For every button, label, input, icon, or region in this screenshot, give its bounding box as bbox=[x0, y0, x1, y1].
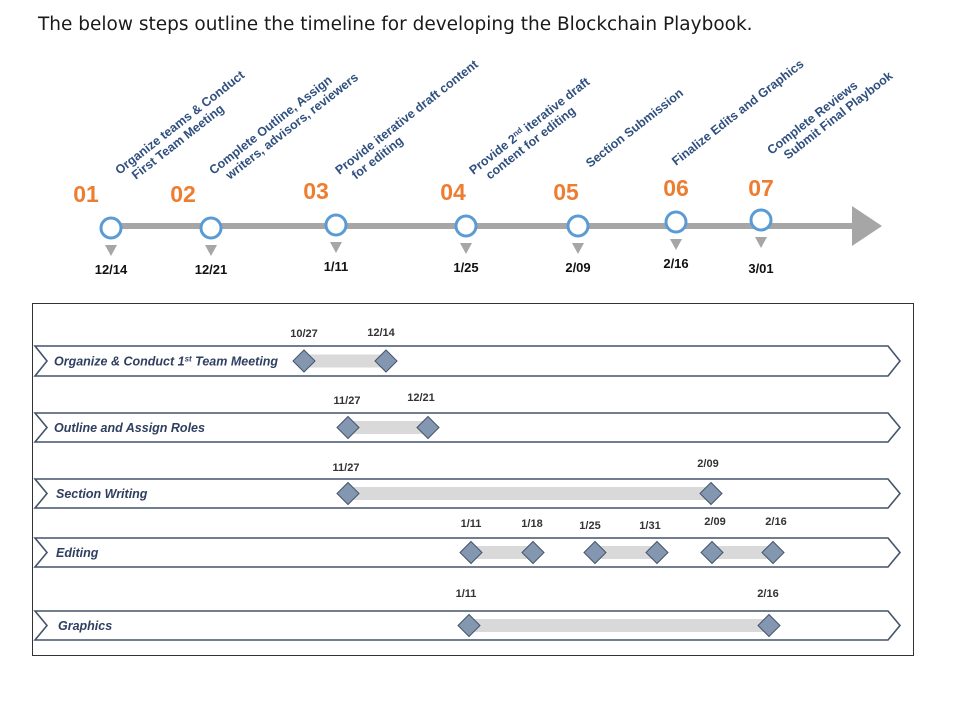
milestone-date: 2/09 bbox=[565, 260, 590, 275]
task-diamond bbox=[292, 349, 316, 373]
milestone-marker bbox=[199, 216, 223, 240]
milestone-date: 12/21 bbox=[195, 262, 228, 277]
gantt-row: Organize & Conduct 1st Team Meeting 10/27… bbox=[33, 327, 902, 377]
row-arrow bbox=[33, 412, 902, 443]
task-start-date: 11/27 bbox=[334, 395, 361, 407]
gantt-panel bbox=[32, 303, 914, 656]
milestone-marker bbox=[454, 214, 478, 238]
task-start-date: 1/11 bbox=[456, 588, 477, 600]
milestone-date: 1/25 bbox=[453, 260, 478, 275]
milestone-marker bbox=[566, 214, 590, 238]
task-start-date: 2/09 bbox=[704, 516, 725, 528]
timeline-arrowhead bbox=[852, 206, 882, 246]
task-diamond bbox=[521, 540, 545, 565]
milestone-pointer bbox=[572, 243, 584, 254]
milestone-number: 05 bbox=[553, 179, 579, 205]
row-arrow bbox=[33, 345, 902, 377]
task-diamond bbox=[459, 540, 483, 565]
milestone-pointer bbox=[105, 245, 117, 256]
task-end-date: 2/16 bbox=[757, 588, 778, 600]
milestone-pointer bbox=[755, 237, 767, 248]
gantt-rows: Organize & Conduct 1st Team Meeting 10/27… bbox=[33, 327, 902, 641]
milestone-marker bbox=[749, 208, 773, 232]
task-diamond bbox=[699, 481, 723, 506]
milestone-number: 01 bbox=[73, 181, 99, 207]
task-start-date: 1/25 bbox=[579, 520, 600, 532]
task-diamond bbox=[374, 349, 398, 373]
task-diamond bbox=[700, 540, 724, 565]
milestone-pointer bbox=[670, 239, 682, 250]
milestone-pointer bbox=[205, 245, 217, 256]
task-diamond bbox=[336, 481, 360, 506]
task-diamond bbox=[457, 613, 481, 638]
milestone-marker bbox=[99, 216, 123, 240]
task-start-date: 11/27 bbox=[333, 462, 360, 474]
task-start-date: 10/27 bbox=[290, 328, 318, 340]
milestone-date: 2/16 bbox=[663, 256, 688, 271]
milestone-date: 1/11 bbox=[324, 259, 349, 274]
task-end-date: 2/16 bbox=[765, 516, 786, 528]
milestone-number: 02 bbox=[170, 181, 196, 207]
task-diamond bbox=[757, 613, 781, 638]
task-bar bbox=[469, 619, 769, 632]
task-diamond bbox=[761, 540, 785, 565]
row-label: Graphics bbox=[58, 619, 112, 633]
task-diamond bbox=[583, 540, 607, 565]
milestone-pointer bbox=[330, 242, 342, 253]
row-label: Section Writing bbox=[56, 487, 148, 501]
task-end-date: 2/09 bbox=[697, 458, 718, 470]
task-bar bbox=[304, 354, 386, 368]
milestone-label: Provide 2nd iterative draftcontent for e… bbox=[466, 74, 601, 189]
task-bar bbox=[348, 487, 711, 500]
task-diamond bbox=[416, 415, 440, 440]
task-end-date: 1/31 bbox=[639, 520, 660, 532]
milestone-number: 04 bbox=[440, 179, 466, 205]
row-label: Organize & Conduct 1st Team Meeting bbox=[54, 354, 278, 369]
task-bar bbox=[348, 421, 428, 434]
milestone-date: 3/01 bbox=[748, 261, 773, 276]
page-title: The below steps outline the timeline for… bbox=[38, 14, 753, 35]
task-bar bbox=[595, 546, 657, 559]
task-diamond bbox=[336, 415, 360, 440]
task-diamond bbox=[645, 540, 669, 565]
milestone-number: 06 bbox=[663, 175, 689, 201]
task-end-date: 12/21 bbox=[407, 392, 435, 404]
milestone-marker bbox=[324, 213, 348, 237]
gantt-row: Graphics 1/11 2/16 bbox=[33, 588, 902, 641]
task-end-date: 12/14 bbox=[367, 327, 395, 339]
row-label: Editing bbox=[56, 546, 99, 560]
row-label: Outline and Assign Roles bbox=[54, 421, 205, 435]
gantt-row: Outline and Assign Roles 11/27 12/21 bbox=[33, 392, 902, 443]
milestone-date: 12/14 bbox=[95, 262, 128, 277]
milestone-marker bbox=[664, 210, 688, 234]
gantt-row: Editing 1/11 1/18 1/25 1/31 2/09 2/16 bbox=[33, 516, 902, 568]
milestone-number: 07 bbox=[748, 175, 774, 201]
task-end-date: 1/18 bbox=[521, 518, 542, 530]
task-bar bbox=[471, 546, 533, 559]
gantt-row: Section Writing 11/27 2/09 bbox=[33, 458, 902, 509]
milestone-number: 03 bbox=[303, 178, 329, 204]
task-bar bbox=[712, 546, 773, 559]
task-start-date: 1/11 bbox=[461, 518, 482, 530]
milestone-pointer bbox=[460, 243, 472, 254]
